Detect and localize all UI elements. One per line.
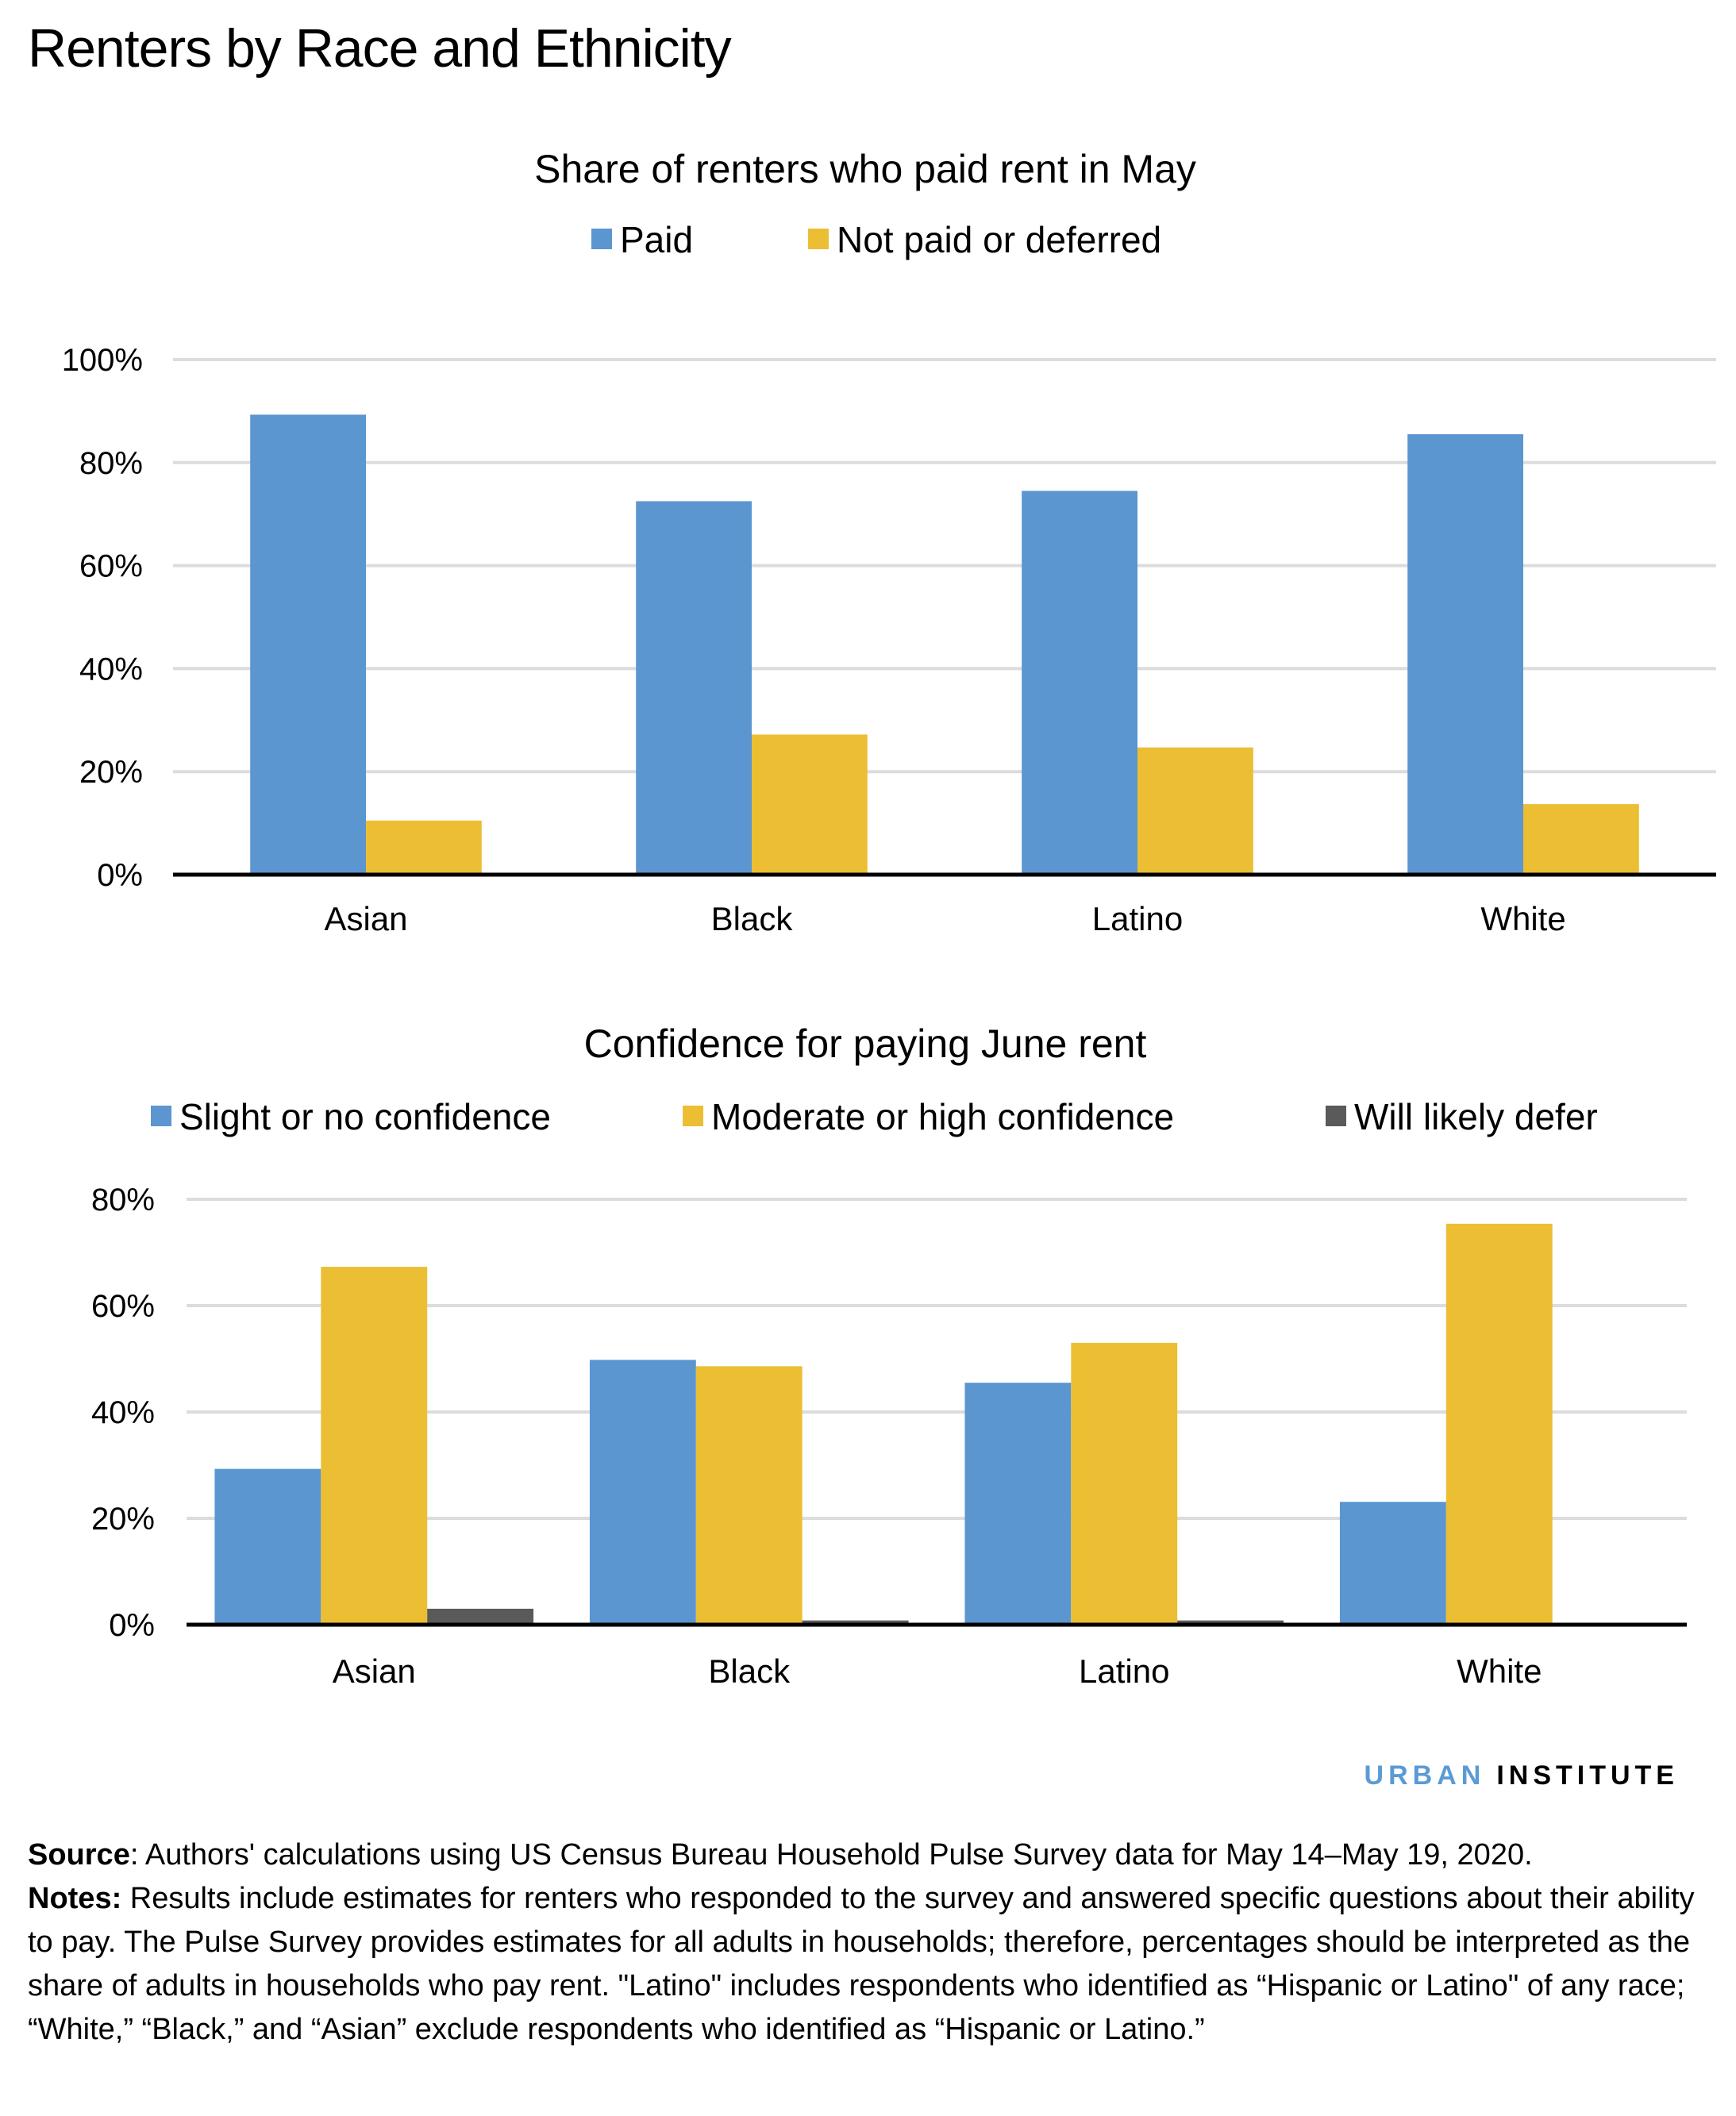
bar-black-2	[752, 734, 868, 875]
legend-swatch-3	[1326, 1106, 1346, 1126]
notes-paragraph: Notes: Results include estimates for ren…	[28, 1877, 1711, 2052]
y-tick-label: 20%	[91, 1502, 155, 1537]
legend-label-2: Not paid or deferred	[837, 219, 1161, 260]
bar-white-1	[1407, 434, 1523, 875]
legend-swatch-2	[808, 229, 829, 249]
bar-asian-1	[250, 414, 366, 875]
bar-black-1	[636, 501, 752, 875]
y-tick-label: 40%	[79, 652, 143, 687]
x-category-label: Latino	[1079, 1652, 1169, 1690]
bar-white-2	[1445, 1223, 1553, 1625]
source-text: : Authors' calculations using US Census …	[129, 1838, 1533, 1872]
chart-title: Share of renters who paid rent in May	[534, 147, 1196, 191]
bar-white-2	[1523, 804, 1639, 875]
bar-asian-3	[427, 1608, 534, 1625]
legend-label-1: Slight or no confidence	[179, 1096, 551, 1137]
page-title: Renters by Race and Ethnicity	[28, 18, 732, 79]
y-tick-label: 40%	[91, 1395, 155, 1430]
bar-latino-2	[1071, 1342, 1178, 1625]
logo-urban: URBAN	[1364, 1760, 1486, 1791]
y-tick-label: 0%	[97, 858, 143, 893]
chart-confidence-june-rent: Confidence for paying June rent Slight or…	[91, 1021, 1687, 1690]
legend-swatch-1	[591, 229, 612, 249]
bar-asian-2	[366, 820, 482, 875]
y-tick-label: 60%	[79, 549, 143, 584]
chart-paid-rent-may: Share of renters who paid rent in May Pai…	[62, 147, 1716, 937]
y-tick-label: 80%	[79, 446, 143, 481]
notes-label: Notes:	[28, 1882, 122, 1915]
bar-asian-1	[214, 1468, 321, 1625]
y-tick-label: 80%	[91, 1183, 155, 1218]
logo-institute: INSTITUTE	[1496, 1760, 1679, 1791]
y-tick-label: 60%	[91, 1289, 155, 1324]
bar-latino-1	[1022, 491, 1137, 875]
legend-swatch-1	[151, 1106, 171, 1126]
x-category-label: White	[1480, 900, 1565, 937]
legend-label-3: Will likely defer	[1354, 1096, 1598, 1137]
x-category-label: Asian	[333, 1652, 416, 1690]
x-category-label: Black	[711, 900, 794, 937]
footer-notes: Source: Authors' calculations using US C…	[28, 1833, 1711, 2052]
notes-text: Results include estimates for renters wh…	[28, 1882, 1695, 2046]
legend-swatch-2	[683, 1106, 703, 1126]
x-category-label: Black	[708, 1652, 791, 1690]
legend-label-1: Paid	[620, 219, 693, 260]
bar-black-3	[802, 1620, 909, 1625]
x-category-label: Latino	[1092, 900, 1183, 937]
y-tick-label: 20%	[79, 755, 143, 790]
x-category-label: White	[1457, 1652, 1542, 1690]
chart-title: Confidence for paying June rent	[584, 1021, 1147, 1066]
bar-black-2	[695, 1366, 803, 1625]
bar-latino-1	[964, 1383, 1072, 1625]
urban-institute-logo: URBAN INSTITUTE	[1365, 1760, 1679, 1791]
bar-black-1	[589, 1360, 696, 1625]
y-tick-label: 100%	[62, 343, 143, 378]
bar-white-1	[1339, 1502, 1446, 1625]
bar-asian-2	[321, 1267, 428, 1625]
bar-latino-3	[1177, 1620, 1284, 1625]
y-tick-label: 0%	[109, 1608, 155, 1643]
legend-label-2: Moderate or high confidence	[711, 1096, 1174, 1137]
bar-latino-2	[1137, 747, 1253, 875]
source-label: Source	[28, 1838, 130, 1872]
source-line: Source: Authors' calculations using US C…	[28, 1833, 1711, 1877]
x-category-label: Asian	[324, 900, 407, 937]
